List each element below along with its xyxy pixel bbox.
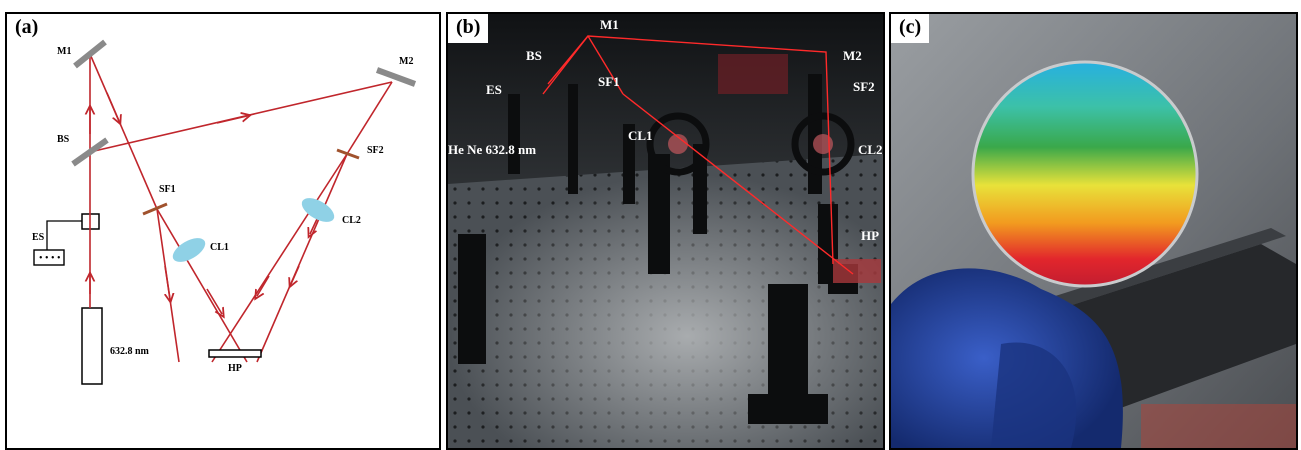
hp-label: HP — [228, 363, 242, 374]
photo-cl2-label: CL2 — [858, 142, 883, 157]
spatial-filter-sf1 — [142, 202, 168, 216]
photo-sf2-label: SF2 — [853, 79, 875, 94]
panel-b-label: (b) — [448, 14, 489, 43]
photo-laser-label: He Ne 632.8 nm — [448, 142, 536, 157]
collimating-lens-cl1 — [172, 238, 206, 262]
setup-photo: M1 BS ES SF1 M2 SF2 CL1 CL2 HP He Ne 632… — [448, 14, 883, 448]
shutter-wire — [46, 220, 82, 250]
sf1-label: SF1 — [159, 184, 176, 195]
beam-splitter — [71, 137, 109, 167]
cl2-label: CL2 — [342, 215, 361, 226]
red-chair — [718, 54, 788, 94]
hologram-photo — [891, 14, 1296, 448]
laser-beams — [542, 35, 854, 275]
collimating-lens-cl2 — [301, 198, 335, 222]
holographic-plate — [208, 349, 262, 358]
photo-bs-label: BS — [526, 48, 542, 63]
mirror-m1 — [73, 39, 107, 69]
photo-sf1-label: SF1 — [598, 74, 620, 89]
laser-label: 632.8 nm — [110, 346, 150, 357]
photo-cl1-label: CL1 — [628, 128, 653, 143]
m1-label: M1 — [57, 46, 71, 57]
sf2-label: SF2 — [367, 145, 384, 156]
m2-label: M2 — [399, 56, 413, 67]
spatial-filter-sf2 — [336, 148, 360, 160]
panel-a-label: (a) — [7, 14, 47, 43]
panel-b-photo: (b) — [446, 12, 885, 450]
laser-source — [81, 307, 103, 385]
mirror-m2 — [375, 67, 417, 87]
panel-a-schematic: (a) 632.8 nm • • • • ES — [5, 12, 441, 450]
electronic-shutter-box — [33, 249, 65, 266]
beam-paths — [89, 53, 393, 363]
hologram-plate — [971, 60, 1199, 288]
schematic-diagram: 632.8 nm • • • • ES — [32, 39, 417, 385]
es-dots: • • • • — [39, 253, 61, 264]
photo-m1-label: M1 — [600, 17, 619, 32]
bs-label: BS — [57, 134, 70, 145]
panel-c-label: (c) — [891, 14, 930, 43]
photo-hp-label: HP — [861, 228, 879, 243]
cl1-label: CL1 — [210, 242, 229, 253]
beam-m2-to-sf2 — [346, 81, 393, 155]
photo-m2-label: M2 — [843, 48, 862, 63]
es-label: ES — [32, 232, 45, 243]
photo-es-label: ES — [486, 82, 502, 97]
beam-m1-to-sf1 — [89, 53, 158, 210]
panel-c-photo: (c) — [889, 12, 1298, 450]
